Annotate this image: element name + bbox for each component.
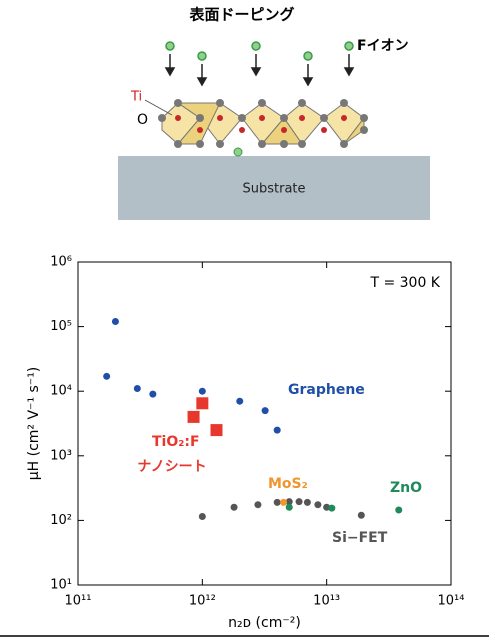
data-point [188,411,200,423]
y-tick-label: 10³ [50,448,72,463]
data-point [274,499,281,506]
crystal-layer [162,103,364,144]
data-point [274,427,281,434]
f-ion-arrows [166,42,353,85]
x-tick-label: 10¹² [189,594,216,609]
chart: 10¹¹ 10¹² 10¹³ 10¹⁴ 10¹ 10² 10³ 10⁴ 10⁵ 10⁶ n₂ᴅ (c… [26,255,464,632]
x-tick-label: 10¹⁴ [438,594,465,609]
data-point [304,499,311,506]
data-point [149,391,156,398]
data-point [395,506,402,513]
x-tick-label: 10¹¹ [65,594,92,609]
data-point [112,318,119,325]
data-point [211,424,223,436]
ti-label: Ti [130,90,142,105]
substrate-label: Substrate [242,182,305,197]
ti-pointer [145,100,172,115]
data-point [134,385,141,392]
series-label: Si−FET [332,530,388,546]
data-point [199,388,206,395]
y-tick-label: 10¹ [50,578,72,593]
y-tick-label: 10² [50,513,72,528]
y-axis-label: μH (cm² V⁻¹ s⁻¹) [26,367,42,481]
data-point [236,398,243,405]
y-tick-label: 10⁶ [50,255,72,270]
page: 表面ドーピング Substrate Fイオン Ti O 10¹¹ 10¹² 10¹³… [0,0,489,640]
data-point [296,498,303,505]
figure: 表面ドーピング Substrate Fイオン Ti O 10¹¹ 10¹² 10¹³… [0,0,489,640]
ion-label: Fイオン [357,38,409,54]
y-tick-label: 10⁴ [50,384,72,399]
series-label: TiO₂:F [152,434,200,450]
data-point [196,397,208,409]
data-point [280,499,287,506]
data-point [103,373,110,380]
data-point [358,512,365,519]
series-label: Graphene [288,382,365,398]
data-point [286,504,293,511]
data-point [328,505,335,512]
data-point [254,501,261,508]
annotation: T = 300 K [369,275,440,291]
y-tick-label: 10⁵ [50,319,72,334]
data-point [314,501,321,508]
x-tick-label: 10¹³ [313,594,340,609]
x-axis-label: n₂ᴅ (cm⁻²) [228,615,301,631]
diagram-title: 表面ドーピング [189,6,294,24]
annotation: ナノシート [137,459,206,475]
series-label: ZnO [390,480,422,496]
data-point [231,504,238,511]
f-ion [234,148,242,156]
data-point [262,407,269,414]
o-label: O [137,112,148,128]
data-point [199,513,206,520]
plot-frame [78,262,451,585]
series-label: MoS₂ [268,476,308,492]
